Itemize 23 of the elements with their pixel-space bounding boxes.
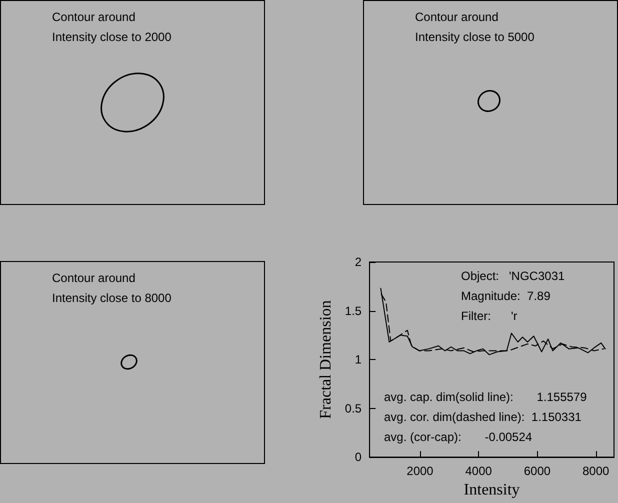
x-tick-label: 6000 — [524, 464, 551, 478]
annotation: avg. cap. dim(solid line): 1.155579 — [384, 390, 588, 404]
annotation: Magnitude: 7.89 — [461, 289, 551, 303]
x-tick-label: 2000 — [406, 464, 434, 478]
y-tick-label: 1 — [354, 352, 362, 367]
text: Contour around — [52, 271, 136, 285]
text: Intensity close to 2000 — [52, 30, 172, 44]
annotation: avg. (cor-cap): -0.00524 — [384, 430, 532, 444]
text: Contour around — [415, 10, 498, 24]
text: Intensity close to 5000 — [415, 30, 535, 44]
y-tick-label: 2 — [354, 255, 362, 269]
annotation: Object: 'NGC3031 — [461, 269, 565, 283]
annotation: Filter: 'r — [461, 309, 518, 323]
y-tick-label: 0 — [354, 450, 362, 464]
annotation: avg. cor. dim(dashed line): 1.150331 — [384, 410, 582, 424]
y-tick-label: 1.5 — [344, 304, 362, 318]
y-tick-label: 0.5 — [344, 401, 362, 416]
x-axis-title: Intensity — [464, 482, 520, 498]
x-tick-label: 8000 — [582, 464, 610, 478]
text: Contour around — [52, 10, 136, 24]
y-axis-title: Fractal Dimension — [318, 300, 334, 419]
text: Intensity close to 8000 — [52, 291, 172, 305]
x-tick-label: 4000 — [465, 464, 492, 478]
